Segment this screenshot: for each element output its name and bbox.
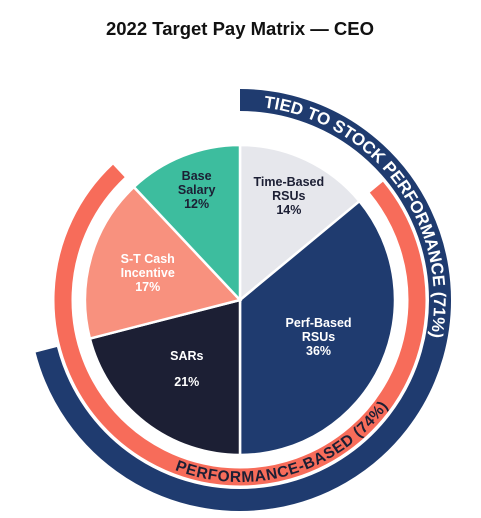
pie-slice — [238, 199, 397, 457]
slice-value: 21% — [174, 374, 200, 389]
pie-slice — [238, 143, 362, 303]
slice-value: 12% — [184, 197, 210, 212]
slice-name: Time-Based RSUs — [253, 175, 325, 204]
slice-label-box: Time-Based RSUs 14% — [241, 161, 337, 231]
pie-slice — [88, 298, 242, 457]
annotation-band — [35, 89, 451, 511]
slice-value: 17% — [135, 280, 161, 295]
slice-name: Perf-Based RSUs — [285, 315, 352, 344]
slice-label-box: Perf-Based RSUs 36% — [271, 302, 367, 372]
slice-name: S-T Cash Incentive — [120, 252, 175, 281]
slice-value: 36% — [306, 343, 332, 358]
slice-label-box: Base Salary 12% — [149, 155, 245, 225]
chart-title: 2022 Target Pay Matrix — CEO — [106, 18, 374, 39]
slice-name: SARs — [170, 348, 204, 363]
slice-value: 14% — [276, 203, 302, 218]
slice-label-box: SARs 21% — [139, 334, 235, 404]
slice-name: Base Salary — [177, 169, 216, 198]
annotation-band — [54, 164, 426, 486]
pie-slice — [83, 185, 243, 341]
slice-label: SARs 21% — [139, 334, 235, 404]
pie-slice — [132, 143, 242, 304]
slice-label-box: S-T Cash Incentive 17% — [100, 238, 196, 308]
